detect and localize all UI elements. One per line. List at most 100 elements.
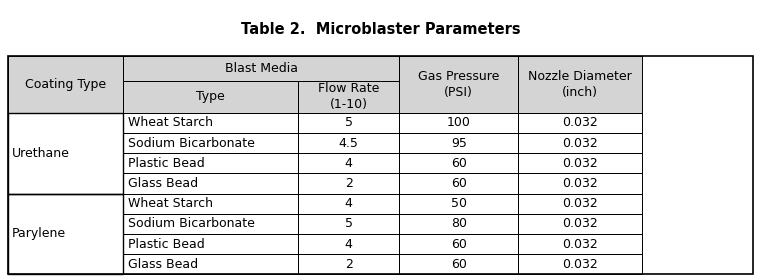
Bar bbox=[399, 133, 518, 153]
Bar bbox=[123, 254, 298, 274]
Text: Blast Media: Blast Media bbox=[224, 62, 298, 75]
Bar bbox=[8, 56, 123, 113]
Bar bbox=[298, 113, 399, 133]
Bar bbox=[399, 173, 518, 193]
Text: 60: 60 bbox=[451, 258, 466, 271]
Bar bbox=[399, 56, 518, 113]
Text: Parylene: Parylene bbox=[12, 227, 66, 241]
Text: Wheat Starch: Wheat Starch bbox=[128, 116, 213, 129]
Bar bbox=[298, 153, 399, 173]
Bar bbox=[518, 153, 642, 173]
Bar bbox=[298, 234, 399, 254]
Bar bbox=[123, 214, 298, 234]
Text: Sodium Bicarbonate: Sodium Bicarbonate bbox=[128, 137, 255, 150]
Text: 2: 2 bbox=[345, 177, 353, 190]
Bar bbox=[518, 133, 642, 153]
Bar bbox=[399, 113, 518, 133]
Bar bbox=[518, 153, 642, 173]
Bar bbox=[123, 234, 298, 254]
Bar bbox=[298, 214, 399, 234]
Bar bbox=[123, 234, 298, 254]
Text: 60: 60 bbox=[451, 177, 466, 190]
Bar bbox=[298, 254, 399, 274]
Text: 2: 2 bbox=[345, 258, 353, 271]
Bar bbox=[399, 193, 518, 214]
Bar bbox=[298, 254, 399, 274]
Bar bbox=[298, 153, 399, 173]
Bar bbox=[298, 133, 399, 153]
Text: 5: 5 bbox=[345, 116, 353, 129]
Text: 4.5: 4.5 bbox=[339, 137, 358, 150]
Bar bbox=[298, 214, 399, 234]
Text: Coating Type: Coating Type bbox=[25, 78, 106, 91]
Text: Plastic Bead: Plastic Bead bbox=[128, 238, 205, 251]
Bar bbox=[518, 113, 642, 133]
Bar bbox=[518, 56, 642, 113]
Text: 95: 95 bbox=[451, 137, 466, 150]
Bar bbox=[399, 254, 518, 274]
Bar bbox=[123, 153, 298, 173]
Bar bbox=[399, 214, 518, 234]
Bar bbox=[123, 56, 399, 81]
Bar bbox=[8, 193, 123, 274]
Text: 5: 5 bbox=[345, 217, 353, 230]
Bar bbox=[399, 173, 518, 193]
Bar bbox=[298, 113, 399, 133]
Bar bbox=[298, 81, 399, 113]
Bar bbox=[518, 254, 642, 274]
Bar bbox=[123, 193, 298, 214]
Bar bbox=[123, 56, 399, 81]
Bar bbox=[123, 81, 298, 113]
Bar bbox=[123, 214, 298, 234]
Bar bbox=[399, 56, 518, 113]
Bar bbox=[123, 254, 298, 274]
Bar bbox=[399, 113, 518, 133]
Text: 0.032: 0.032 bbox=[562, 177, 598, 190]
Text: Type: Type bbox=[196, 90, 225, 103]
Bar bbox=[298, 133, 399, 153]
Text: 60: 60 bbox=[451, 157, 466, 170]
Text: Flow Rate
(1-10): Flow Rate (1-10) bbox=[318, 82, 380, 111]
Bar bbox=[298, 81, 399, 113]
Text: Plastic Bead: Plastic Bead bbox=[128, 157, 205, 170]
Text: 60: 60 bbox=[451, 238, 466, 251]
Bar bbox=[8, 56, 123, 113]
Bar bbox=[123, 193, 298, 214]
Bar bbox=[518, 173, 642, 193]
Text: 0.032: 0.032 bbox=[562, 258, 598, 271]
Bar bbox=[8, 193, 123, 274]
Bar bbox=[8, 56, 753, 274]
Bar bbox=[518, 133, 642, 153]
Text: 0.032: 0.032 bbox=[562, 157, 598, 170]
Bar bbox=[518, 214, 642, 234]
Bar bbox=[298, 193, 399, 214]
Bar bbox=[399, 153, 518, 173]
Bar bbox=[298, 173, 399, 193]
Bar bbox=[518, 193, 642, 214]
Bar bbox=[298, 234, 399, 254]
Bar bbox=[399, 234, 518, 254]
Text: Glass Bead: Glass Bead bbox=[128, 177, 198, 190]
Bar bbox=[399, 234, 518, 254]
Bar bbox=[518, 113, 642, 133]
Text: 0.032: 0.032 bbox=[562, 217, 598, 230]
Text: Urethane: Urethane bbox=[12, 147, 70, 160]
Text: 4: 4 bbox=[345, 238, 353, 251]
Bar bbox=[399, 133, 518, 153]
Text: Table 2.  Microblaster Parameters: Table 2. Microblaster Parameters bbox=[240, 22, 521, 37]
Text: 100: 100 bbox=[447, 116, 471, 129]
Bar bbox=[123, 153, 298, 173]
Bar bbox=[399, 153, 518, 173]
Bar bbox=[518, 214, 642, 234]
Bar bbox=[123, 133, 298, 153]
Text: 0.032: 0.032 bbox=[562, 137, 598, 150]
Bar bbox=[518, 234, 642, 254]
Bar bbox=[518, 193, 642, 214]
Bar bbox=[399, 193, 518, 214]
Bar bbox=[298, 173, 399, 193]
Text: 0.032: 0.032 bbox=[562, 197, 598, 210]
Bar bbox=[8, 113, 123, 193]
Text: Glass Bead: Glass Bead bbox=[128, 258, 198, 271]
Bar bbox=[123, 81, 298, 113]
Bar bbox=[123, 113, 298, 133]
